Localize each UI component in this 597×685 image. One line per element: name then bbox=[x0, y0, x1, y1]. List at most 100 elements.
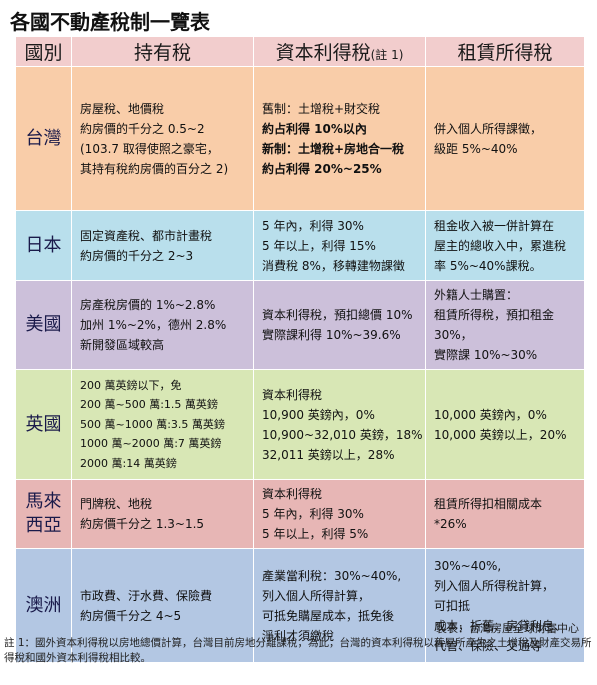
cell-line: 消費稅 8%，移轉建物課徵 bbox=[262, 258, 405, 273]
country-name: 美國 bbox=[25, 314, 62, 335]
cell-line: *26% bbox=[434, 517, 467, 531]
cell-line: 10,900~32,010 英鎊，18% bbox=[262, 427, 423, 442]
cell-line: 新制：土增稅+房地合一稅 bbox=[262, 141, 405, 156]
cell-line: 舊制：土增稅+財交稅 bbox=[262, 101, 381, 116]
cell-line: 32,011 英鎊以上，28% bbox=[262, 447, 395, 462]
cell-line: 級距 5%~40% bbox=[434, 141, 518, 156]
rental-tax-cell: 外籍人士購置： 租賃所得稅，預扣租金 30%， 實際課 10%~30% bbox=[425, 280, 585, 370]
holding-tax-cell: 門牌稅、地稅 約房價千分之 1.3~1.5 bbox=[71, 479, 254, 549]
rental-tax-cell: 租金收入被一併計算在 屋主的總收入中，累進稅 率 5%~40%課稅。 bbox=[425, 210, 585, 281]
rental-tax-cell: 10,000 英鎊內，0% 10,000 英鎊以上，20% bbox=[425, 369, 585, 480]
cell-line: 約房價千分之 1.3~1.5 bbox=[80, 517, 205, 531]
capital-gains-cell: 產業當利稅：30%~40%, 列入個人所得計算， 可抵免購屋成本，抵免後 淨利才… bbox=[253, 548, 426, 663]
header-capital-gains-note: (註 1) bbox=[370, 48, 404, 62]
capital-gains-cell: 資本利得稅，預扣總價 10% 實際課利得 10%~39.6% bbox=[253, 280, 426, 370]
table-row-australia: 澳洲 市政費、汙水費、保險費 約房價千分之 4~5 產業當利稅：30%~40%,… bbox=[15, 548, 585, 663]
cell-line: 約房價千分之 4~5 bbox=[80, 608, 182, 623]
cell-line: 約房價的千分之 0.5~2 bbox=[80, 121, 205, 136]
holding-tax-cell: 房產稅房價的 1%~2.8% 加州 1%~2%，德州 2.8% 新開發區域較高 bbox=[71, 280, 254, 370]
country-name: 馬來 bbox=[25, 491, 62, 512]
cell-line: 約占利得 10%以內 bbox=[262, 121, 367, 136]
cell-line: 成本，折舊、房貸利息、 bbox=[434, 618, 567, 633]
cell-line: 門牌稅、地稅 bbox=[80, 497, 153, 511]
table-row-uk: 英國 200 萬英鎊以下，免 200 萬~500 萬:1.5 萬英鎊 500 萬… bbox=[15, 369, 585, 480]
table-header-row: 國別 持有稅 資本利得稅(註 1) 租賃所得稅 bbox=[15, 36, 585, 67]
cell-line: 10,000 英鎊內，0% bbox=[434, 407, 547, 422]
cell-line: 約占利得 20%~25% bbox=[262, 161, 382, 176]
table-row-malaysia: 馬來 西亞 門牌稅、地稅 約房價千分之 1.3~1.5 資本利得稅 5 年內，利… bbox=[15, 479, 585, 549]
cell-line: 5 年以上，利得 5% bbox=[262, 527, 369, 541]
holding-tax-cell: 房屋稅、地價稅 約房價的千分之 0.5~2 (103.7 取得使照之豪宅， 其持… bbox=[71, 66, 254, 211]
cell-line: 租賃所得稅，預扣租金 bbox=[434, 308, 555, 322]
cell-line: 10,000 英鎊以上，20% bbox=[434, 427, 567, 442]
source-credit: 製表：台灣房屋全球財富中心 bbox=[436, 622, 579, 635]
country-cell: 台灣 bbox=[15, 66, 72, 211]
cell-line: 2000 萬:14 萬英鎊 bbox=[80, 456, 177, 470]
cell-line: 租賃所得扣相關成本 bbox=[434, 497, 543, 511]
cell-line: 代管、保險、交通等 bbox=[434, 638, 543, 653]
cell-line: 率 5%~40%課稅。 bbox=[434, 258, 542, 273]
cell-line: 淨利才須繳稅 bbox=[262, 628, 335, 643]
table-row-japan: 日本 固定資產稅、都市計畫稅 約房價的千分之 2~3 5 年內，利得 30% 5… bbox=[15, 210, 585, 281]
cell-line: 資本利得稅 bbox=[262, 387, 323, 402]
holding-tax-cell: 固定資產稅、都市計畫稅 約房價的千分之 2~3 bbox=[71, 210, 254, 281]
cell-line: 其持有稅約房價的百分之 2) bbox=[80, 161, 229, 176]
rental-tax-cell: 30%~40%, 列入個人所得稅計算， 可扣抵 成本，折舊、房貸利息、 代管、保… bbox=[425, 548, 585, 663]
cell-line: 固定資產稅、都市計畫稅 bbox=[80, 228, 213, 243]
cell-line: 200 萬英鎊以下，免 bbox=[80, 378, 182, 392]
capital-gains-cell: 資本利得稅 10,900 英鎊內，0% 10,900~32,010 英鎊，18%… bbox=[253, 369, 426, 480]
holding-tax-cell: 200 萬英鎊以下，免 200 萬~500 萬:1.5 萬英鎊 500 萬~10… bbox=[71, 369, 254, 480]
capital-gains-cell: 舊制：土增稅+財交稅 約占利得 10%以內 新制：土增稅+房地合一稅 約占利得 … bbox=[253, 66, 426, 211]
country-name: 台灣 bbox=[25, 127, 62, 149]
cell-line: 5 年內，利得 30% bbox=[262, 218, 364, 233]
country-name: 日本 bbox=[25, 234, 62, 256]
table-row-usa: 美國 房產稅房價的 1%~2.8% 加州 1%~2%，德州 2.8% 新開發區域… bbox=[15, 280, 585, 370]
cell-line: 實際課 10%~30% bbox=[434, 348, 538, 362]
page-title: 各國不動產稅制一覽表 bbox=[10, 10, 210, 34]
cell-line: 5 年內，利得 30% bbox=[262, 507, 364, 521]
country-name: 西亞 bbox=[25, 515, 62, 536]
header-country: 國別 bbox=[15, 36, 72, 67]
cell-line: 屋主的總收入中，累進稅 bbox=[434, 238, 567, 253]
country-name: 英國 bbox=[25, 413, 62, 435]
cell-line: 可抵免購屋成本，抵免後 bbox=[262, 608, 395, 623]
rental-tax-cell: 租賃所得扣相關成本 *26% bbox=[425, 479, 585, 549]
cell-line: (103.7 取得使照之豪宅， bbox=[80, 141, 219, 156]
cell-line: 列入個人所得計算， bbox=[262, 588, 371, 603]
cell-line: 租金收入被一併計算在 bbox=[434, 218, 555, 233]
table-row-taiwan: 台灣 房屋稅、地價稅 約房價的千分之 0.5~2 (103.7 取得使照之豪宅，… bbox=[15, 66, 585, 211]
country-cell: 日本 bbox=[15, 210, 72, 281]
cell-line: 外籍人士購置： bbox=[434, 288, 519, 302]
cell-line: 加州 1%~2%，德州 2.8% bbox=[80, 318, 227, 332]
cell-line: 實際課利得 10%~39.6% bbox=[262, 328, 401, 342]
cell-line: 新開發區域較高 bbox=[80, 338, 165, 352]
country-cell: 美國 bbox=[15, 280, 72, 370]
cell-line: 30%， bbox=[434, 328, 473, 342]
cell-line: 資本利得稅 bbox=[262, 487, 323, 501]
cell-line: 可扣抵 bbox=[434, 598, 471, 613]
capital-gains-cell: 5 年內，利得 30% 5 年以上，利得 15% 消費稅 8%，移轉建物課徵 bbox=[253, 210, 426, 281]
capital-gains-cell: 資本利得稅 5 年內，利得 30% 5 年以上，利得 5% bbox=[253, 479, 426, 549]
country-cell: 馬來 西亞 bbox=[15, 479, 72, 549]
cell-line: 列入個人所得稅計算， bbox=[434, 578, 555, 593]
country-cell: 英國 bbox=[15, 369, 72, 480]
tax-comparison-table: 國別 持有稅 資本利得稅(註 1) 租賃所得稅 台灣 房屋稅、地價稅 約房價的千… bbox=[15, 36, 585, 663]
header-capital-gains-tax: 資本利得稅(註 1) bbox=[253, 36, 426, 67]
cell-line: 30%~40%, bbox=[434, 558, 502, 573]
cell-line: 200 萬~500 萬:1.5 萬英鎊 bbox=[80, 398, 218, 412]
cell-line: 1000 萬~2000 萬:7 萬英鎊 bbox=[80, 437, 222, 451]
country-name: 澳洲 bbox=[25, 594, 62, 616]
cell-line: 約房價的千分之 2~3 bbox=[80, 248, 194, 263]
cell-line: 500 萬~1000 萬:3.5 萬英鎊 bbox=[80, 417, 225, 431]
header-rental-income-tax: 租賃所得稅 bbox=[425, 36, 585, 67]
cell-line: 房屋稅、地價稅 bbox=[80, 101, 165, 116]
footnote: 註 1：國外資本利得稅以房地總價計算，台灣目前房地分離課稅，為此，台灣的資本利得… bbox=[4, 637, 592, 664]
cell-line: 資本利得稅，預扣總價 10% bbox=[262, 308, 413, 322]
header-capital-gains-label: 資本利得稅 bbox=[275, 42, 371, 64]
cell-line: 併入個人所得課徵， bbox=[434, 121, 543, 136]
cell-line: 10,900 英鎊內，0% bbox=[262, 407, 375, 422]
cell-line: 市政費、汙水費、保險費 bbox=[80, 588, 213, 603]
cell-line: 產業當利稅：30%~40%, bbox=[262, 568, 402, 583]
rental-tax-cell: 併入個人所得課徵， 級距 5%~40% bbox=[425, 66, 585, 211]
